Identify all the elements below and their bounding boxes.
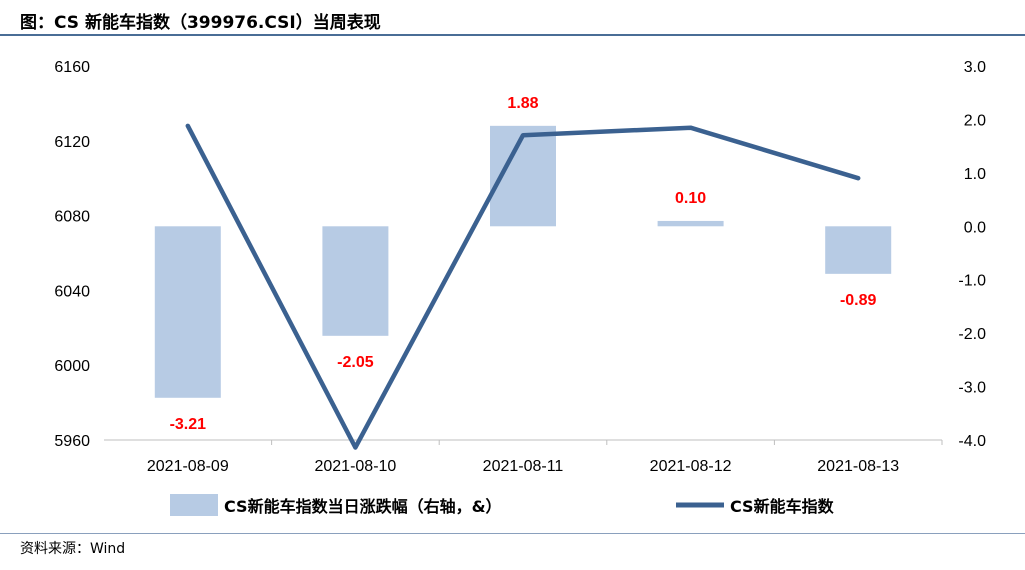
source-note: 资料来源：Wind [20, 541, 126, 557]
x-tick-label: 2021-08-12 [650, 458, 732, 475]
bar-value-label: 1.88 [507, 95, 538, 112]
bar [657, 220, 724, 227]
footer-rule [0, 533, 1025, 534]
y-left-tick-label: 6080 [54, 209, 90, 226]
y-left-tick-label: 6120 [54, 134, 90, 151]
x-tick-label: 2021-08-11 [483, 458, 564, 475]
y-right-tick-label: 3.0 [964, 59, 986, 76]
y-left-tick-label: 6160 [54, 59, 90, 76]
x-tick-label: 2021-08-13 [817, 458, 899, 475]
bar-value-label: 0.10 [675, 190, 706, 207]
y-right-tick-label: 0.0 [964, 219, 986, 236]
line-series [185, 123, 861, 450]
chart-axes: 6160 6120 6080 6040 6000 5960 3.0 2.0 1.0 0.0 -1.0… [54, 59, 986, 475]
chart-title: 图：CS 新能车指数（399976.CSI）当周表现 [20, 13, 381, 33]
bar [322, 226, 389, 336]
bar-value-label: -2.05 [337, 354, 374, 371]
bar-series [154, 125, 892, 398]
legend-bar-label: CS新能车指数当日涨跌幅（右轴，&） [224, 497, 502, 516]
y-right-tick-label: 1.0 [964, 166, 986, 183]
legend-line-label: CS新能车指数 [730, 497, 835, 516]
title-rule [0, 34, 1025, 36]
x-tick-label: 2021-08-09 [147, 458, 229, 475]
y-right-tick-label: -3.0 [958, 380, 986, 397]
y-right-tick-label: -1.0 [958, 273, 986, 290]
combo-chart: 6160 6120 6080 6040 6000 5960 3.0 2.0 1.0 0.0 -1.0… [54, 59, 986, 516]
bar-value-label: -0.89 [840, 292, 877, 309]
legend: CS新能车指数当日涨跌幅（右轴，&） CS新能车指数 [170, 494, 835, 516]
y-left-tick-label: 5960 [54, 433, 90, 450]
y-right-tick-label: -4.0 [958, 433, 986, 450]
y-right-tick-label: -2.0 [958, 326, 986, 343]
bar-value-label: -3.21 [170, 416, 207, 433]
data-labels: -3.21 -2.05 1.88 0.10 -0.89 [170, 95, 877, 433]
bar [154, 226, 221, 398]
y-right-tick-label: 2.0 [964, 112, 986, 129]
x-tick-label: 2021-08-10 [314, 458, 396, 475]
legend-bar-swatch [170, 494, 218, 516]
bar [825, 226, 892, 274]
y-left-tick-label: 6000 [54, 358, 90, 375]
y-left-tick-label: 6040 [54, 283, 90, 300]
